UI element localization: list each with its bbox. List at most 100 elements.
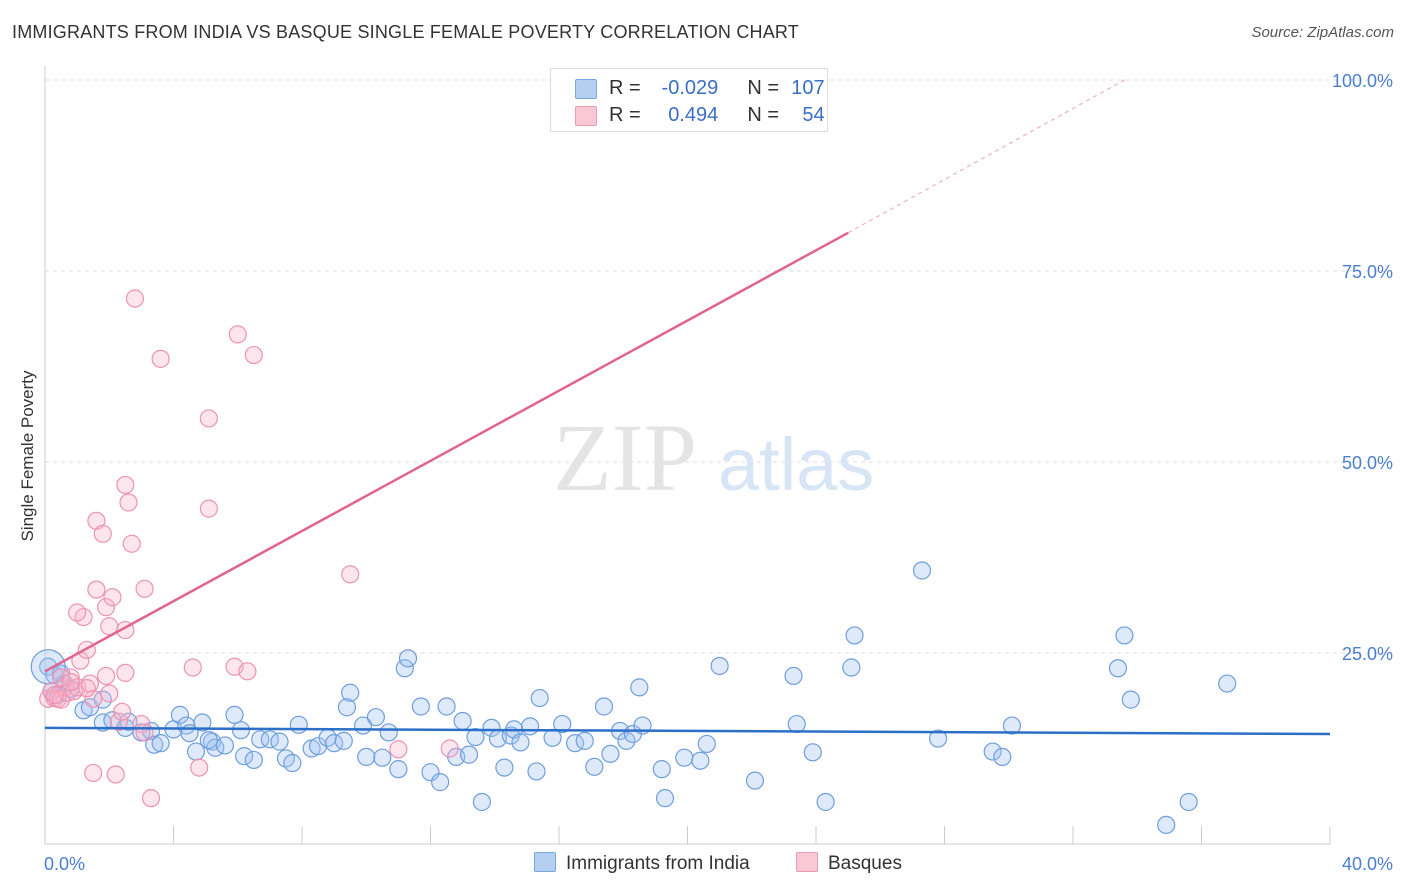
basque-point xyxy=(100,684,119,703)
basque-point xyxy=(96,598,116,617)
india-point xyxy=(803,743,822,762)
india-point xyxy=(389,760,408,779)
india-point xyxy=(411,697,430,716)
india-point xyxy=(553,714,572,734)
basque-point xyxy=(183,658,202,677)
india-point xyxy=(472,792,491,812)
basque-point xyxy=(68,603,87,622)
india-point xyxy=(482,718,501,737)
x-tick-label: 40.0% xyxy=(1342,854,1393,874)
india-point xyxy=(379,723,398,742)
india-point xyxy=(983,742,1002,761)
basque-point xyxy=(116,663,135,682)
india-point xyxy=(585,757,604,776)
india-point xyxy=(1121,690,1140,709)
india-point xyxy=(225,705,244,724)
india-point xyxy=(575,731,594,750)
basque-point xyxy=(135,723,154,742)
india-point xyxy=(437,697,456,716)
bottom-legend-label-basque: Basques xyxy=(828,853,902,874)
watermark-zip: ZIP xyxy=(553,404,697,511)
basque-point xyxy=(77,679,96,698)
india-point xyxy=(215,736,234,755)
basque-point xyxy=(199,409,218,428)
india-point xyxy=(398,649,418,668)
bottom-legend-basque[interactable]: Basques xyxy=(796,852,902,875)
basque-point xyxy=(51,668,71,687)
india-point xyxy=(495,758,514,777)
india-point xyxy=(337,698,357,717)
india-point xyxy=(527,762,546,781)
india-point xyxy=(912,561,932,580)
india-point xyxy=(341,683,360,702)
legend-n-value: 54 xyxy=(802,104,825,126)
india-point xyxy=(675,748,694,767)
basque-point xyxy=(125,289,145,308)
india-point xyxy=(373,748,392,767)
india-point xyxy=(421,763,440,782)
basque-point xyxy=(84,763,103,783)
india-point xyxy=(1108,659,1128,678)
india-point xyxy=(1115,626,1134,645)
y-tick-label: 25.0% xyxy=(1342,644,1393,664)
india-point xyxy=(431,773,450,792)
basque-point xyxy=(96,666,116,686)
india-point xyxy=(652,760,671,779)
india-trend-line xyxy=(44,726,1331,736)
x-tick-label: 0.0% xyxy=(44,854,85,874)
india-point xyxy=(745,771,765,790)
legend-r-label: R = xyxy=(609,77,641,99)
bottom-legend-india[interactable]: Immigrants from India xyxy=(534,852,750,875)
basque-point xyxy=(103,588,122,607)
india-point xyxy=(816,792,835,812)
india-point xyxy=(617,731,636,750)
basque-point xyxy=(244,345,263,365)
legend-n-label: N = xyxy=(747,77,780,99)
watermark: ZIP atlas xyxy=(553,404,874,511)
basque-point xyxy=(45,685,64,705)
basque-point xyxy=(93,524,112,543)
india-point xyxy=(601,744,620,763)
india-point xyxy=(283,753,302,773)
legend-n-value: 107 xyxy=(791,77,825,99)
india-point xyxy=(170,705,190,724)
legend-r-label: R = xyxy=(609,104,641,126)
india-point xyxy=(231,721,251,740)
india-point xyxy=(845,626,864,645)
y-tick-label: 75.0% xyxy=(1342,262,1393,282)
india-point xyxy=(1157,815,1176,835)
india-point xyxy=(357,747,376,767)
india-point xyxy=(251,730,270,749)
basque-point xyxy=(151,349,170,368)
india-point xyxy=(630,678,649,697)
india-point xyxy=(199,730,218,750)
basque-point xyxy=(109,712,128,731)
india-point xyxy=(334,731,353,750)
basque-point xyxy=(61,672,80,692)
basque-trend-line xyxy=(44,231,849,673)
india-point xyxy=(459,745,479,764)
india-point xyxy=(787,714,806,734)
basque-point xyxy=(341,565,360,584)
legend: R = -0.029 N = 107 R = 0.494 N = 54 xyxy=(550,68,828,132)
legend-r-value: 0.494 xyxy=(668,104,719,126)
trend-lines xyxy=(44,79,1331,736)
axes xyxy=(44,66,1331,845)
india-point xyxy=(145,735,164,754)
india-point xyxy=(697,734,716,754)
india-point xyxy=(235,747,254,766)
india-point xyxy=(691,751,710,770)
basque-point xyxy=(112,702,132,721)
basque-point xyxy=(190,758,209,777)
basque-point xyxy=(61,668,80,687)
bottom-legend-swatch-basque xyxy=(796,852,818,872)
basque-point xyxy=(106,765,125,784)
source-label: Source: ZipAtlas.com xyxy=(1251,24,1394,41)
india-point xyxy=(453,711,472,731)
basque-point xyxy=(389,740,408,759)
basque-point xyxy=(238,662,257,681)
india-point xyxy=(530,688,549,708)
basque-point xyxy=(87,580,106,599)
basque-point xyxy=(199,499,218,518)
y-tick-label: 100.0% xyxy=(1332,71,1393,91)
